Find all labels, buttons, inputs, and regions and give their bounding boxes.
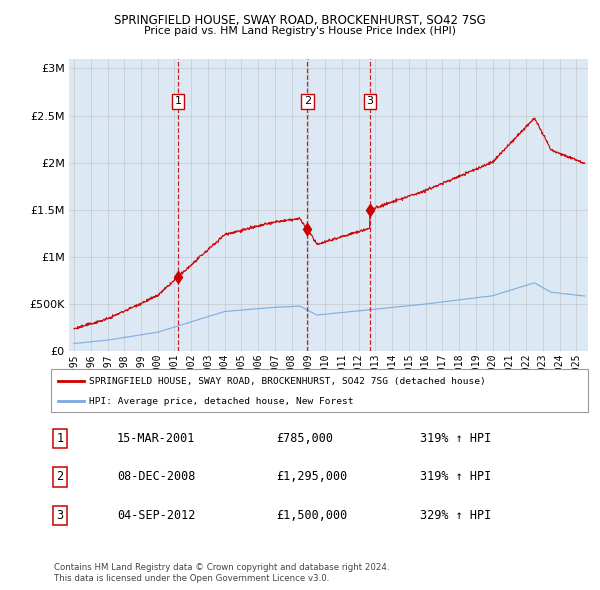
Text: 319% ↑ HPI: 319% ↑ HPI xyxy=(420,432,491,445)
Text: £785,000: £785,000 xyxy=(276,432,333,445)
Text: 319% ↑ HPI: 319% ↑ HPI xyxy=(420,470,491,483)
Text: 1: 1 xyxy=(56,432,64,445)
Text: £1,295,000: £1,295,000 xyxy=(276,470,347,483)
Text: 08-DEC-2008: 08-DEC-2008 xyxy=(117,470,196,483)
Text: 3: 3 xyxy=(56,509,64,522)
Text: 329% ↑ HPI: 329% ↑ HPI xyxy=(420,509,491,522)
Text: This data is licensed under the Open Government Licence v3.0.: This data is licensed under the Open Gov… xyxy=(54,573,329,583)
Text: 04-SEP-2012: 04-SEP-2012 xyxy=(117,509,196,522)
Text: Price paid vs. HM Land Registry's House Price Index (HPI): Price paid vs. HM Land Registry's House … xyxy=(144,26,456,35)
Text: 15-MAR-2001: 15-MAR-2001 xyxy=(117,432,196,445)
Text: 2: 2 xyxy=(56,470,64,483)
Text: Contains HM Land Registry data © Crown copyright and database right 2024.: Contains HM Land Registry data © Crown c… xyxy=(54,563,389,572)
Text: £1,500,000: £1,500,000 xyxy=(276,509,347,522)
Text: SPRINGFIELD HOUSE, SWAY ROAD, BROCKENHURST, SO42 7SG: SPRINGFIELD HOUSE, SWAY ROAD, BROCKENHUR… xyxy=(114,14,486,27)
Text: 1: 1 xyxy=(175,96,181,106)
Text: 3: 3 xyxy=(367,96,373,106)
Text: 2: 2 xyxy=(304,96,311,106)
Text: HPI: Average price, detached house, New Forest: HPI: Average price, detached house, New … xyxy=(89,396,353,406)
Text: SPRINGFIELD HOUSE, SWAY ROAD, BROCKENHURST, SO42 7SG (detached house): SPRINGFIELD HOUSE, SWAY ROAD, BROCKENHUR… xyxy=(89,377,485,386)
